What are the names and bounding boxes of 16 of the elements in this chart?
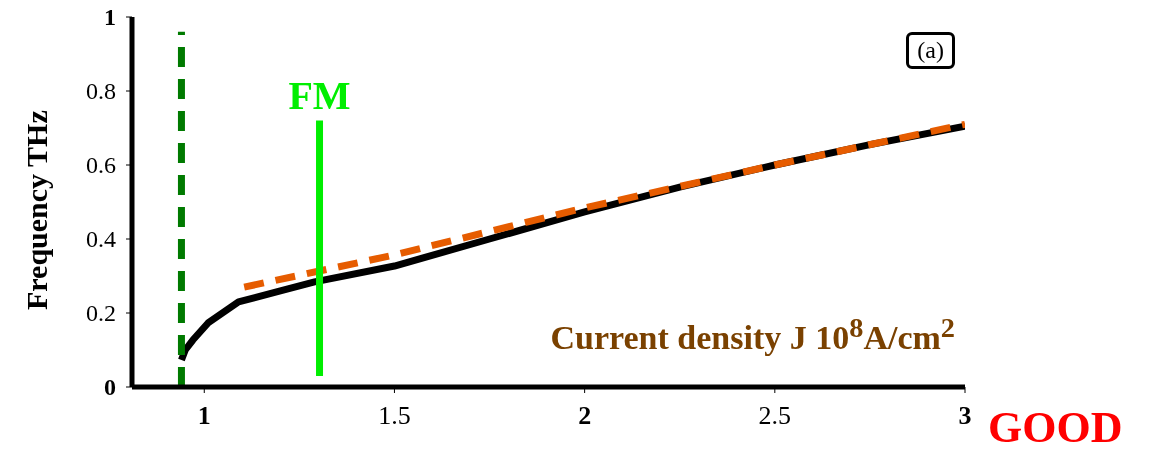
annotation: (a) (906, 32, 955, 69)
text: GOOD (988, 402, 1123, 451)
y-tick-label: 0.8 (86, 78, 116, 105)
y-tick-label: 0 (104, 374, 116, 401)
x-tick-label: 2 (578, 401, 592, 431)
x-tick-label: 2.5 (758, 401, 792, 431)
y-tick-label: 0.2 (86, 300, 116, 327)
x-axis-title: Current density J 10$^{8}$A/cm$^{2}$ (550, 312, 955, 358)
series-label: FM (288, 72, 351, 118)
x-tick-label: 3 (958, 401, 972, 431)
y-axis-title: Frequency THz (20, 109, 54, 312)
y-tick-label: 1 (104, 4, 116, 31)
y-tick-label: 0.4 (86, 226, 116, 253)
x-tick-label: 1.5 (378, 401, 411, 431)
y-tick-label: 0.6 (86, 152, 116, 179)
x-tick-label: 1 (197, 401, 211, 431)
